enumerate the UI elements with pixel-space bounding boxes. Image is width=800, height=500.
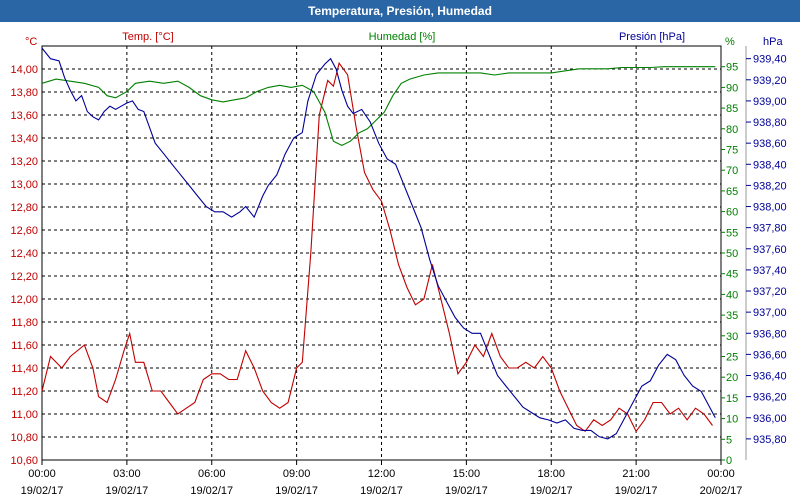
x-tick-date: 19/02/17	[190, 485, 233, 497]
temp-tick-label: 13,80	[10, 87, 38, 99]
hum-tick-label: 25	[726, 352, 738, 364]
x-tick-time: 21:00	[622, 468, 650, 480]
series	[41, 47, 716, 440]
temp-tick-label: 11,20	[11, 386, 38, 398]
pres-axis-title: Presión [hPa]	[619, 31, 685, 43]
x-tick-date: 19/02/17	[360, 485, 403, 497]
temp-axis-title: Temp. [°C]	[122, 31, 173, 43]
temp-tick-label: 10,60	[10, 455, 38, 467]
temp-tick-label: 14,00	[10, 64, 38, 76]
x-tick-time: 06:00	[198, 468, 226, 480]
pres-tick-label: 937,40	[753, 265, 787, 277]
temp-tick-label: 11,80	[11, 317, 38, 329]
grid	[41, 45, 722, 461]
chart-title: Temperatura, Presión, Humedad	[0, 0, 800, 22]
temp-tick-label: 13,20	[10, 156, 38, 168]
temp-tick-label: 12,80	[10, 202, 38, 214]
x-tick-time: 15:00	[453, 468, 481, 480]
hum-tick-label: 90	[726, 82, 738, 94]
pressure-series-line	[41, 47, 716, 440]
pres-tick-label: 938,20	[753, 180, 787, 192]
pres-tick-label: 938,60	[753, 138, 787, 150]
temp-tick-label: 11,00	[11, 409, 38, 421]
hum-tick-label: 5	[726, 434, 732, 446]
x-tick-time: 09:00	[283, 468, 311, 480]
hum-tick-label: 35	[726, 310, 738, 322]
hum-tick-label: 75	[726, 145, 738, 157]
pres-tick-label: 939,20	[753, 75, 787, 87]
hum-tick-label: 15	[726, 393, 738, 405]
axis-labels: 00:00 19/02/17 03:00 19/02/17 06:00 19/02/17 0…	[10, 31, 786, 497]
pres-tick-label: 936,40	[753, 371, 787, 383]
temp-tick-label: 12,20	[10, 271, 38, 283]
pres-tick-label: 937,00	[753, 307, 787, 319]
hum-tick-label: 30	[726, 331, 738, 343]
hum-tick-label: 10	[726, 414, 738, 426]
x-tick-time: 00:00	[707, 468, 735, 480]
x-tick-time: 03:00	[113, 468, 141, 480]
temp-tick-label: 12,00	[10, 294, 38, 306]
pres-tick-label: 936,00	[753, 413, 787, 425]
hum-tick-label: 20	[726, 372, 738, 384]
x-tick-date: 19/02/17	[21, 485, 64, 497]
pres-tick-label: 935,80	[753, 434, 787, 446]
pres-axis-unit: hPa	[763, 36, 783, 48]
temperature-series-line	[41, 61, 713, 433]
temp-tick-label: 11,60	[11, 340, 38, 352]
hum-tick-label: 55	[726, 227, 738, 239]
x-tick-time: 18:00	[537, 468, 565, 480]
x-tick-date: 19/02/17	[615, 485, 658, 497]
pres-tick-label: 939,40	[753, 54, 787, 66]
chart: 00:00 19/02/17 03:00 19/02/17 06:00 19/02/17 0…	[10, 31, 786, 497]
hum-tick-label: 45	[726, 269, 738, 281]
hum-tick-label: 40	[726, 289, 738, 301]
pres-tick-label: 939,00	[753, 96, 787, 108]
pres-tick-label: 936,60	[753, 349, 787, 361]
temp-tick-label: 13,40	[10, 133, 38, 145]
hum-axis-unit: %	[725, 36, 735, 48]
pres-tick-label: 936,20	[753, 392, 787, 404]
humidity-series-line	[41, 66, 716, 147]
pres-tick-label: 938,40	[753, 159, 787, 171]
temp-tick-label: 10,80	[10, 432, 38, 444]
hum-tick-label: 60	[726, 207, 738, 219]
x-tick-date: 19/02/17	[445, 485, 488, 497]
axes	[41, 46, 751, 465]
temp-tick-label: 12,40	[10, 248, 38, 260]
hum-tick-label: 0	[726, 455, 732, 467]
x-tick-date: 19/02/17	[275, 485, 318, 497]
pres-tick-label: 937,80	[753, 223, 787, 235]
pres-tick-label: 938,00	[753, 202, 787, 214]
x-tick-date: 20/02/17	[700, 485, 743, 497]
pres-tick-label: 937,60	[753, 244, 787, 256]
hum-tick-label: 80	[726, 124, 738, 136]
hum-axis-title: Humedad [%]	[369, 31, 436, 43]
hum-tick-label: 50	[726, 248, 738, 260]
temp-tick-label: 12,60	[10, 225, 38, 237]
hum-tick-label: 65	[726, 186, 738, 198]
pres-tick-label: 937,20	[753, 286, 787, 298]
x-tick-date: 19/02/17	[530, 485, 573, 497]
pres-tick-label: 936,80	[753, 328, 787, 340]
hum-tick-label: 85	[726, 103, 738, 115]
temp-tick-label: 13,00	[10, 179, 38, 191]
pres-tick-label: 938,80	[753, 117, 787, 129]
hum-tick-label: 70	[726, 165, 738, 177]
x-tick-time: 00:00	[28, 468, 56, 480]
x-tick-date: 19/02/17	[105, 485, 148, 497]
x-tick-time: 12:00	[368, 468, 396, 480]
temp-tick-label: 11,40	[11, 363, 38, 375]
temp-axis-unit: °C	[25, 36, 37, 48]
hum-tick-label: 95	[726, 62, 738, 74]
temp-tick-label: 13,60	[10, 110, 38, 122]
